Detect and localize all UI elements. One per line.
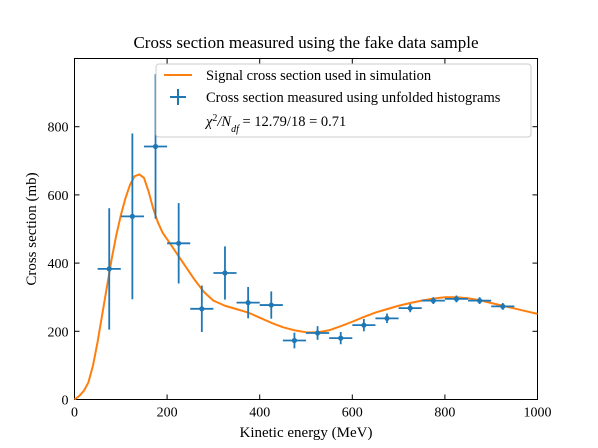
measured-point xyxy=(259,291,283,319)
x-tick-label: 800 xyxy=(434,406,455,421)
x-axis-label: Kinetic energy (MeV) xyxy=(239,425,372,441)
legend: Signal cross section used in simulation … xyxy=(155,63,532,138)
point-marker xyxy=(291,337,298,344)
x-tick-label: 400 xyxy=(249,406,270,421)
y-axis-label: Cross section (mb) xyxy=(24,172,40,285)
point-marker xyxy=(500,303,506,310)
point-marker xyxy=(314,330,321,336)
measured-point xyxy=(444,295,469,303)
point-marker xyxy=(384,315,390,321)
measured-point xyxy=(190,285,214,332)
ndf-n: /N xyxy=(216,114,232,130)
measured-point xyxy=(421,297,445,305)
point-marker xyxy=(199,306,205,312)
x-tick-label: 600 xyxy=(342,406,363,421)
x-tick-label: 0 xyxy=(71,406,78,421)
point-marker xyxy=(152,143,159,150)
measured-point xyxy=(398,304,422,313)
point-marker xyxy=(106,266,112,272)
y-tick-label: 0 xyxy=(62,394,69,409)
measured-point xyxy=(213,246,237,300)
measured-point xyxy=(120,133,144,300)
point-marker xyxy=(477,298,483,304)
measured-points-group xyxy=(97,74,515,349)
point-marker xyxy=(268,302,274,308)
measured-point xyxy=(167,203,191,284)
legend-frame xyxy=(155,63,532,138)
point-marker xyxy=(222,270,228,276)
point-marker xyxy=(361,322,367,328)
chi2-value: = 12.79/18 = 0.71 xyxy=(239,114,346,130)
measured-point xyxy=(375,313,399,324)
signal-curve-group xyxy=(73,173,538,401)
x-tick-label: 200 xyxy=(157,406,178,421)
chart-title: Cross section measured using the fake da… xyxy=(133,33,478,52)
y-tick-label: 600 xyxy=(48,189,69,204)
measured-point xyxy=(282,332,306,349)
point-marker xyxy=(129,213,135,219)
point-marker xyxy=(453,296,460,302)
x-tick-label: 1000 xyxy=(524,406,552,421)
plot-frame xyxy=(74,58,538,400)
measured-point xyxy=(468,297,492,305)
measured-point xyxy=(329,331,353,345)
y-tick-label: 200 xyxy=(48,325,69,340)
legend-chi2-annotation: χ2/Ndf = 12.79/18 = 0.71 xyxy=(204,113,346,135)
legend-label-signal: Signal cross section used in simulation xyxy=(206,68,432,84)
chi-symbol: χ xyxy=(204,114,213,130)
signal-curve-line xyxy=(73,173,538,401)
point-marker xyxy=(430,298,436,304)
y-tick-label: 800 xyxy=(48,121,69,136)
point-marker xyxy=(176,240,182,246)
legend-label-measured: Cross section measured using unfolded hi… xyxy=(206,90,501,106)
measured-point xyxy=(97,208,121,330)
y-tick-label: 400 xyxy=(48,257,69,272)
measured-point xyxy=(306,326,330,340)
measured-point xyxy=(352,319,376,332)
ndf-subscript: df xyxy=(231,124,240,135)
point-marker xyxy=(407,305,413,311)
chi-superscript: 2 xyxy=(212,113,217,124)
point-marker xyxy=(245,300,251,306)
point-marker xyxy=(338,335,344,341)
axis-ticks: 0 200 400 600 800 1000 0 200 400 600 800 xyxy=(48,58,552,421)
measured-point xyxy=(491,302,515,310)
measured-point xyxy=(236,286,260,319)
